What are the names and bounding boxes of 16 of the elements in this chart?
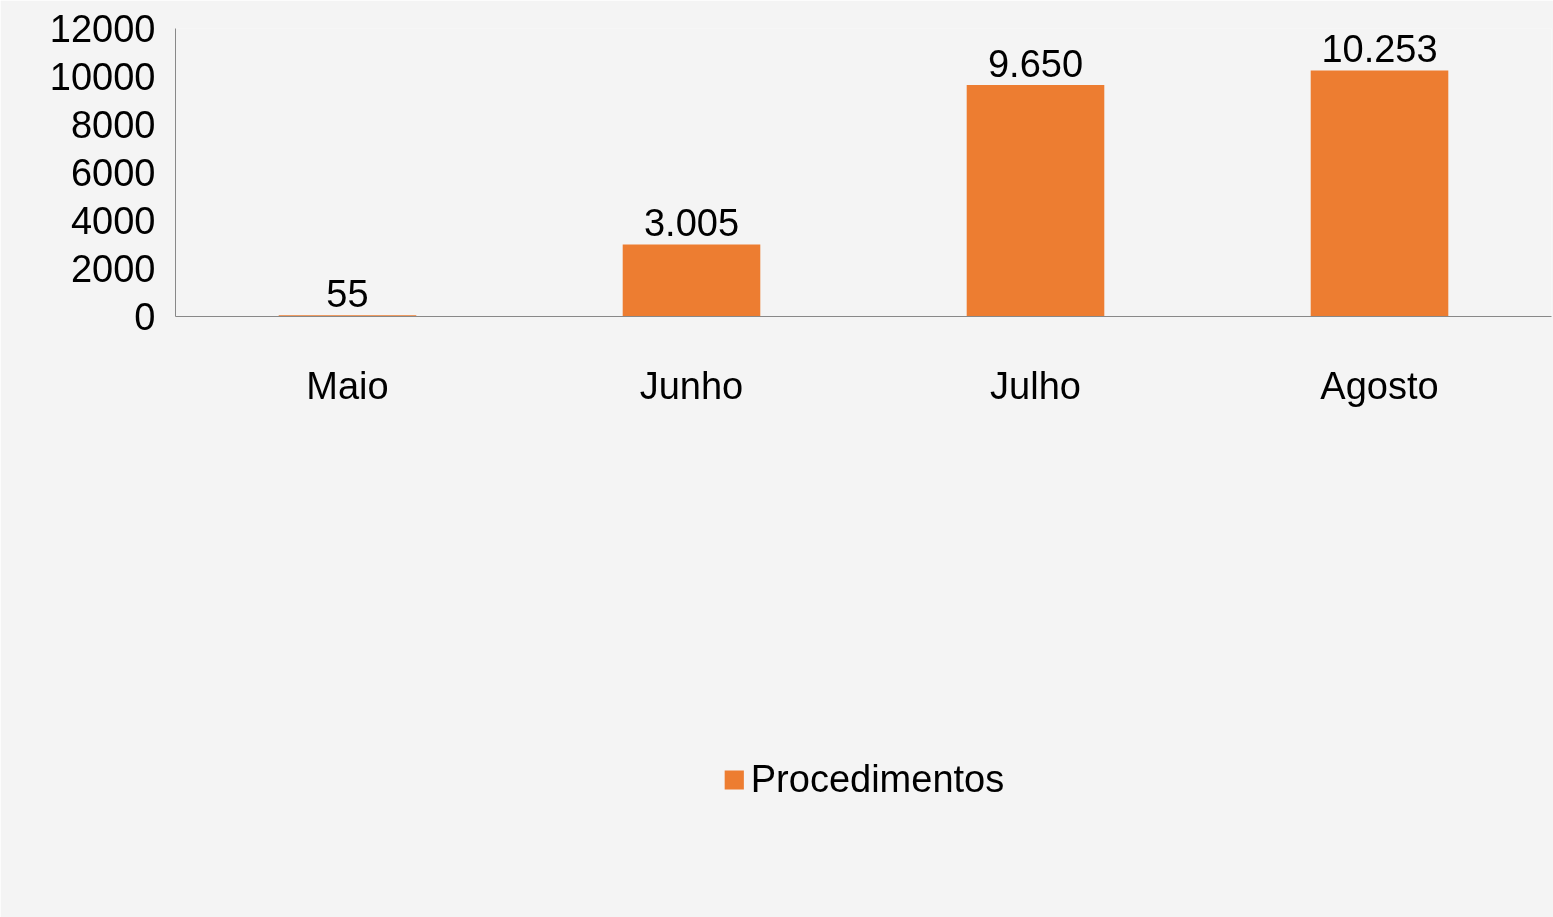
y-tick-label: 0 xyxy=(134,296,156,338)
legend-label: Procedimentos xyxy=(750,757,1005,801)
data-label: 10.253 xyxy=(1321,28,1438,71)
y-tick-label: 12000 xyxy=(49,8,156,50)
x-tick-label: Agosto xyxy=(1320,364,1439,407)
data-label: 55 xyxy=(326,273,369,316)
x-tick-label: Maio xyxy=(306,364,389,407)
y-tick-label: 10000 xyxy=(49,56,156,98)
y-tick-label: 6000 xyxy=(70,152,156,194)
data-label: 3.005 xyxy=(643,202,740,245)
y-tick-label: 8000 xyxy=(70,104,156,146)
y-tick-label: 2000 xyxy=(70,248,156,290)
x-tick-label: Junho xyxy=(639,364,744,407)
x-tick-label: Julho xyxy=(990,364,1081,407)
y-tick-label: 4000 xyxy=(70,200,156,242)
data-label: 9.650 xyxy=(987,42,1084,85)
